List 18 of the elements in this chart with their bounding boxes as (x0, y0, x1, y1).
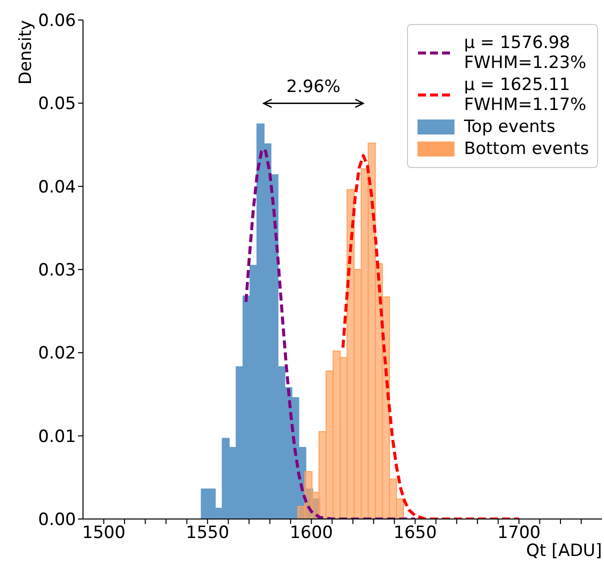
x-tick-label: 1600 (290, 523, 333, 544)
y-tick-label: 0.00 (38, 510, 76, 530)
x-tick-label: 1550 (186, 523, 230, 544)
x-tick-label: 1700 (497, 523, 541, 544)
legend-label: Bottom events (464, 139, 589, 159)
y-tick-label: 0.02 (38, 344, 76, 364)
x-tick-label: 1500 (82, 523, 126, 544)
y-axis-title: Density (16, 20, 36, 85)
x-tick-label: 1650 (394, 523, 437, 544)
y-tick-label: 0.05 (38, 94, 76, 114)
y-tick-label: 0.01 (38, 426, 76, 447)
legend-label: μ = 1625.11 FWHM=1.17% (464, 75, 586, 115)
y-tick-label: 0.04 (38, 177, 76, 198)
legend-label: Top events (464, 117, 556, 137)
y-tick-label: 0.06 (38, 11, 76, 32)
x-axis-title: Qt [ADU] (526, 541, 602, 561)
y-tick-label: 0.03 (38, 260, 76, 281)
annotation: 2.96% (286, 77, 340, 98)
